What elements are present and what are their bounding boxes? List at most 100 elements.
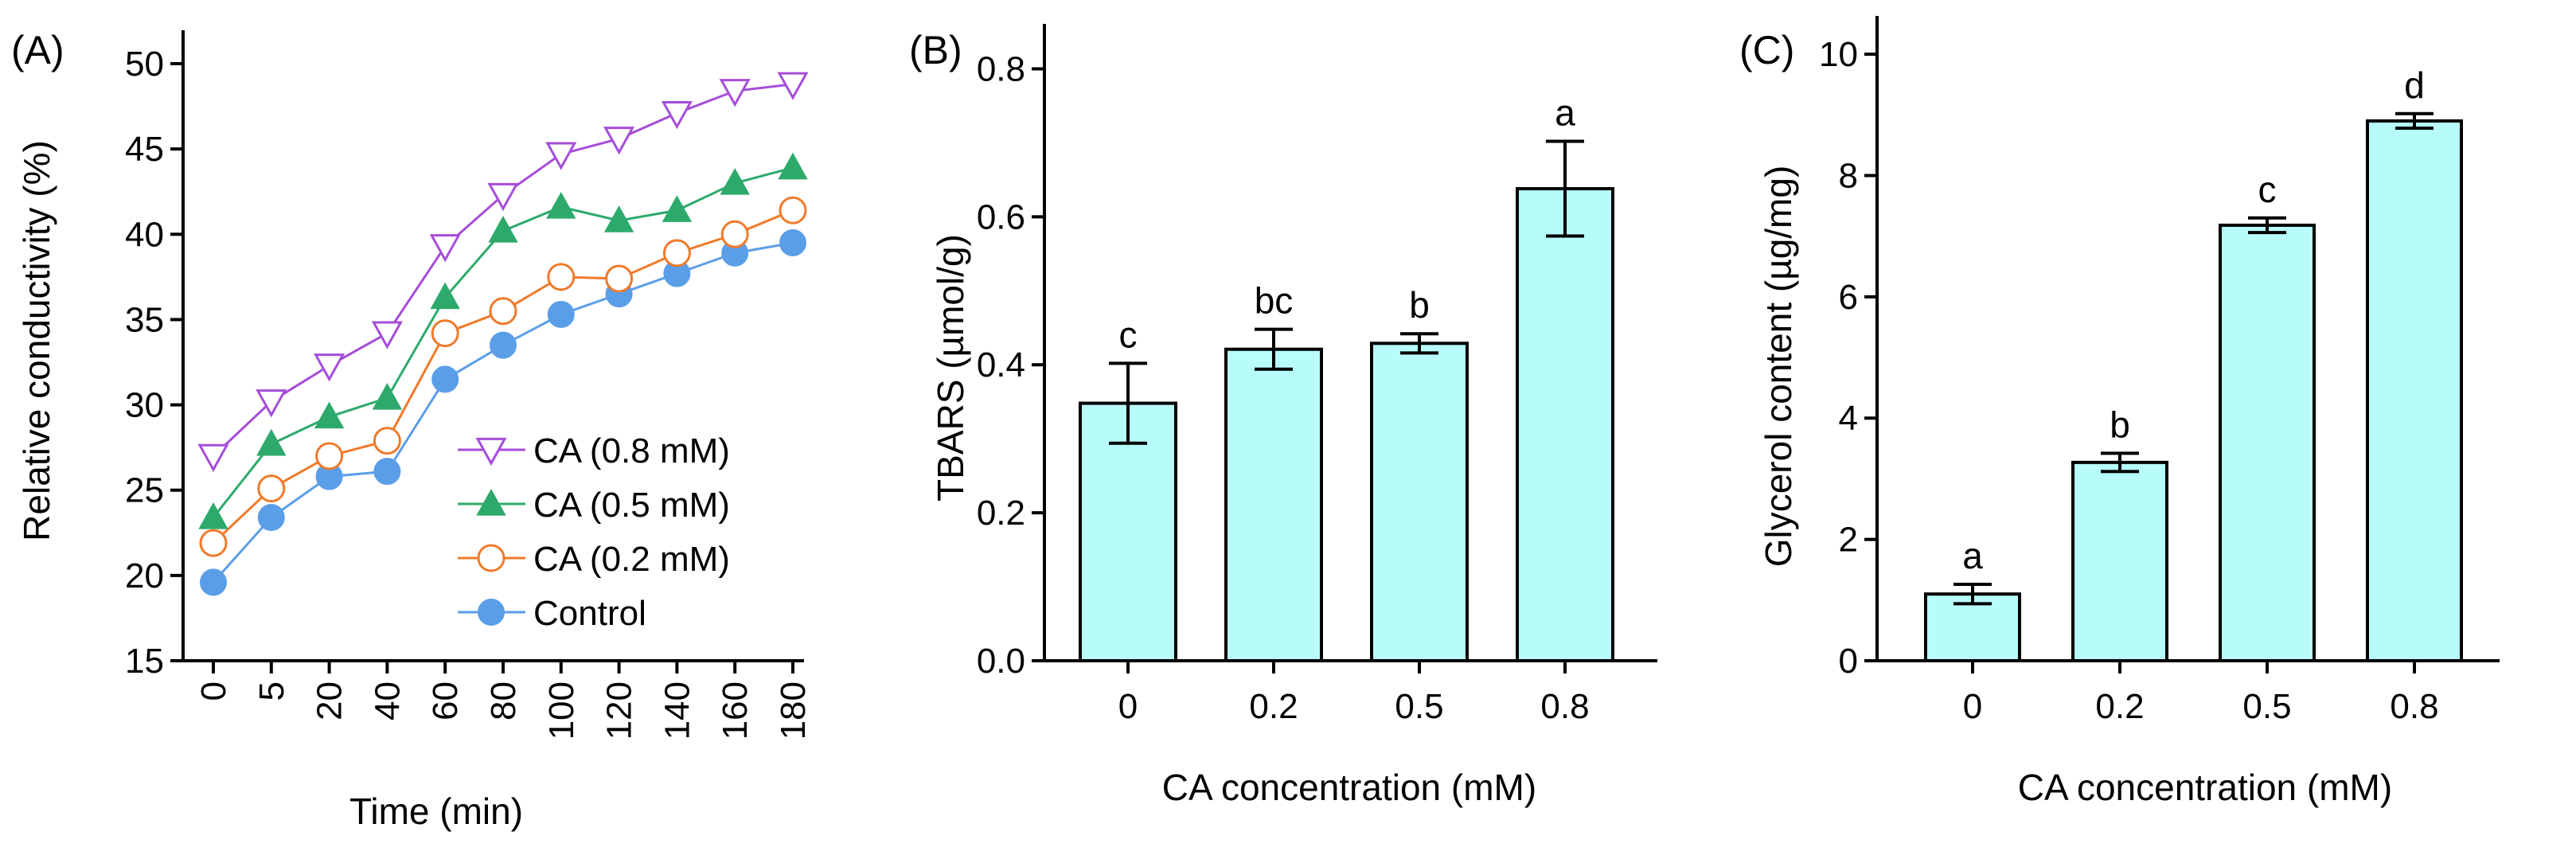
panel-a-data-point [487, 182, 519, 212]
panel-a-data-point [719, 79, 751, 107]
panel-a-data-point [662, 239, 691, 267]
panel-a-legend-label: CA (0.5 mM) [533, 486, 730, 525]
panel-a-data-point [431, 319, 459, 348]
panel-a-label: (A) [11, 28, 64, 72]
panel-a-x-tick-label: 180 [774, 681, 813, 740]
panel-a-x-axis-label: Time (min) [349, 791, 523, 832]
panel-a-x-tick-label: 140 [658, 681, 697, 740]
panel-a-legend-marker [476, 488, 506, 516]
panel-a-data-point [545, 142, 577, 170]
panel-a-y-tick-label: 45 [125, 130, 164, 169]
panel-a-data-point [430, 282, 460, 310]
panel-c-bar [2071, 460, 2168, 662]
panel-a-data-point [429, 234, 461, 263]
panel-a-line-chart: (A) Relative conductivity (%) Time (min)… [11, 28, 813, 832]
panel-c-y-tick-label: 2 [1839, 521, 1858, 560]
panel-a-y-tick-label: 20 [125, 556, 164, 595]
panel-a-y-tick-label: 50 [125, 45, 164, 84]
panel-c-significance-letter: c [2258, 169, 2277, 210]
panel-b-x-tick-label: 0.2 [1249, 687, 1298, 726]
panel-a-series-3 [200, 229, 806, 596]
panel-a-data-point [257, 474, 286, 503]
panel-a-x-tick-label: 100 [542, 681, 581, 740]
panel-b-x-tick-label: 0.5 [1395, 687, 1443, 726]
panel-a-data-point [372, 382, 403, 410]
panel-a-y-axis-label: Relative conductivity (%) [16, 140, 57, 541]
panel-a-data-point [605, 264, 634, 293]
panel-b-x-axis-label: CA concentration (mM) [1162, 767, 1536, 808]
panel-a-y-tick-label: 40 [125, 215, 164, 254]
panel-c-significance-letter: a [1962, 535, 1983, 576]
panel-a-data-point [257, 504, 285, 531]
panel-a-data-point [431, 365, 459, 393]
panel-c-x-tick-label: 0.5 [2242, 687, 2291, 726]
panel-c-label: (C) [1739, 28, 1794, 72]
panel-a-series-line [212, 83, 794, 457]
panel-b-bar-chart: (B) TBARS (µmol/g) CA concentration (mM)… [909, 24, 1657, 808]
panel-b-y-tick-label: 0.6 [977, 197, 1025, 236]
panel-b-label: (B) [909, 28, 962, 72]
panel-b-significance-letter: c [1119, 314, 1138, 355]
panel-b-x-tick-label: 0.8 [1540, 687, 1589, 726]
panel-a-x-tick-label: 20 [310, 681, 349, 720]
panel-a-x-tick-label: 80 [484, 681, 523, 720]
panel-c-y-tick-label: 4 [1839, 399, 1858, 438]
panel-a-data-point [371, 321, 403, 349]
panel-a-x-tick-label: 0 [194, 681, 233, 701]
panel-a-data-point [256, 428, 287, 456]
panel-c-x-axis-label: CA concentration (mM) [2018, 767, 2392, 808]
panel-a-data-point [720, 220, 749, 248]
panel-a-x-tick-label: 60 [426, 681, 465, 720]
panel-c-y-tick-label: 6 [1839, 278, 1858, 317]
panel-a-data-point [662, 195, 693, 222]
panel-a-data-point [720, 167, 750, 195]
panel-a-data-point [199, 529, 228, 557]
panel-a-legend-marker [475, 437, 507, 467]
panel-c-y-tick-label: 10 [1819, 35, 1858, 74]
panel-a-data-point [603, 205, 634, 232]
panel-a-data-point [200, 568, 227, 596]
panel-a-legend-marker [477, 544, 505, 572]
panel-c-x-tick-label: 0 [1963, 687, 1982, 726]
panel-b-bar [1224, 347, 1323, 662]
panel-a-data-point [198, 502, 228, 529]
panel-a-legend-label: CA (0.2 mM) [533, 540, 730, 579]
panel-b-y-tick-label: 0.2 [977, 494, 1025, 533]
panel-c-bar [2219, 223, 2316, 662]
panel-a-x-tick-label: 5 [252, 681, 291, 701]
panel-a-series-2 [199, 196, 807, 557]
panel-a-legend: CA (0.8 mM) CA (0.5 mM) CA (0.2 mM) Control [458, 431, 730, 633]
panel-a-legend-marker [478, 599, 505, 626]
panel-b-y-tick-label: 0.4 [977, 346, 1025, 385]
panel-a-legend-label: CA (0.8 mM) [533, 431, 730, 470]
panel-b-x-tick-label: 0 [1118, 687, 1138, 726]
panel-b-significance-letter: b [1409, 284, 1430, 326]
panel-a-data-point [777, 72, 809, 100]
panel-c-significance-letter: d [2404, 64, 2425, 106]
panel-a-data-point [197, 443, 229, 472]
panel-a-data-point [778, 152, 808, 180]
panel-a-series-1 [198, 152, 808, 529]
panel-a-x-tick-label: 120 [600, 681, 639, 740]
panel-a-series-line [212, 241, 794, 584]
panel-a-data-point [488, 215, 518, 243]
panel-a-data-point [373, 427, 401, 455]
panel-a-data-point [547, 301, 575, 328]
panel-c-y-axis-label: Glycerol content (µg/mg) [1758, 166, 1799, 568]
panel-a-data-point [489, 297, 517, 326]
panel-b-y-tick-label: 0.0 [977, 642, 1025, 681]
panel-a-legend-label: Control [533, 594, 646, 633]
panel-a-data-point [314, 353, 345, 382]
panel-c-y-tick-label: 0 [1839, 642, 1858, 681]
panel-c-bar [2366, 119, 2463, 662]
panel-c-bar-chart: (C) Glycerol content (µg/mg) CA concentr… [1739, 16, 2500, 808]
panel-a-y-tick-label: 25 [125, 471, 164, 510]
panel-c-x-tick-label: 0.8 [2390, 687, 2438, 726]
panel-a-data-point [603, 127, 635, 155]
panel-a-x-tick-label: 160 [716, 681, 755, 740]
panel-b-significance-letter: bc [1255, 280, 1294, 322]
panel-c-y-tick-label: 8 [1839, 156, 1858, 195]
panel-a-y-tick-label: 30 [125, 386, 164, 425]
panel-a-x-tick-label: 40 [368, 681, 407, 720]
panel-a-data-point [661, 101, 693, 130]
